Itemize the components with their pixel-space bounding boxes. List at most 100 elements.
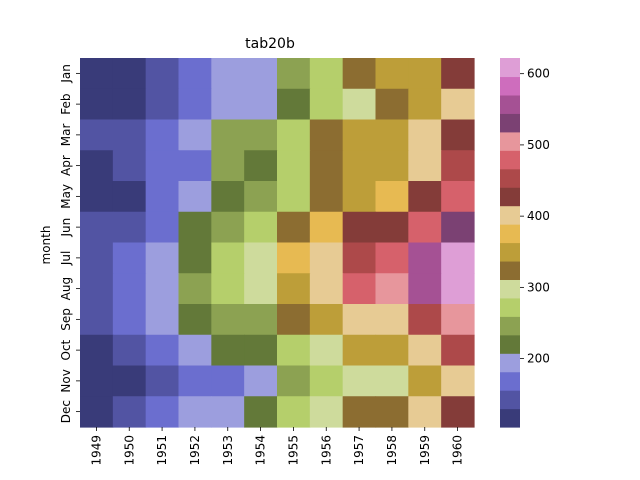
heatmap-cell [342,211,377,244]
heatmap-cell [211,58,245,90]
heatmap-cell [342,150,377,182]
colorbar-segment [500,113,520,133]
heatmap-cell [145,365,180,397]
y-axis-label: month [39,226,53,265]
heatmap-cell [342,365,377,397]
heatmap-cell [244,396,278,428]
heatmap-cell [80,181,114,213]
colorbar-segment [500,168,520,188]
chart-title: tab20b [245,36,295,52]
heatmap-cell [244,334,278,367]
heatmap-cell [80,365,114,397]
x-tick-label: 1955 [286,435,300,466]
heatmap-cell [211,181,245,213]
heatmap-cell [145,396,180,428]
colorbar-segment [500,187,520,207]
colorbar-tick-label: 200 [527,352,550,366]
heatmap-cell [244,88,278,121]
colorbar-segment [500,58,520,78]
y-tick-label: Oct [59,339,73,360]
heatmap-cell [178,396,212,428]
heatmap-cell [375,58,409,90]
heatmap-cell [244,365,278,397]
x-tick-label: 1953 [221,435,235,466]
colorbar-segment [500,242,520,262]
x-tick-label: 1951 [155,435,169,466]
heatmap-cell [375,181,409,213]
x-tick-label: 1949 [89,435,103,466]
x-tick-label: 1959 [418,435,432,466]
heatmap-cell [211,242,245,274]
heatmap-cell [178,119,212,151]
heatmap-cell [309,304,344,336]
heatmap-cell [80,150,114,182]
heatmap-cell [244,242,278,274]
y-tick-label: May [59,184,73,209]
heatmap-cell [375,88,409,121]
heatmap-cell [408,334,442,367]
heatmap-cell [441,365,475,397]
heatmap-cells [80,58,475,428]
heatmap-cell [277,181,311,213]
heatmap-cell [145,58,180,90]
heatmap-cell [277,211,311,244]
x-tick-label: 1952 [188,435,202,466]
heatmap-cell [112,304,147,336]
heatmap-cell [309,88,344,121]
heatmap-cell [80,119,114,151]
colorbar-segment [500,260,520,280]
y-tick-label: Jun [59,218,73,238]
x-tick-label: 1958 [385,435,399,466]
heatmap-cell [441,181,475,213]
heatmap-cell [441,58,475,90]
heatmap-cell [80,58,114,90]
y-tick-label: Mar [59,123,73,146]
heatmap-cell [375,211,409,244]
heatmap-cell [441,273,475,305]
heatmap-cell [342,88,377,121]
heatmap-cell [145,119,180,151]
x-tick-label: 1950 [122,435,136,466]
heatmap-cell [244,58,278,90]
colorbar-segment [500,297,520,317]
heatmap-cell [112,88,147,121]
heatmap-cell [145,304,180,336]
heatmap-cell [112,365,147,397]
heatmap-cell [441,396,475,428]
heatmap-cell [375,365,409,397]
heatmap-cell [80,88,114,121]
heatmap-cell [441,242,475,274]
heatmap-cell [375,273,409,305]
heatmap-cell [375,119,409,151]
heatmap-cell [441,304,475,336]
heatmap-cell [80,396,114,428]
heatmap-cell [145,88,180,121]
heatmap-cell [211,88,245,121]
heatmap-cell [277,304,311,336]
heatmap-cell [244,304,278,336]
heatmap-cell [112,211,147,244]
heatmap-cell [145,273,180,305]
heatmap-cell [408,181,442,213]
heatmap-cell [178,58,212,90]
heatmap-cell [441,334,475,367]
heatmap-cell [211,396,245,428]
colorbar-segment [500,408,520,428]
heatmap-cell [408,365,442,397]
heatmap-cell [309,181,344,213]
heatmap-cell [244,181,278,213]
heatmap-cell [309,119,344,151]
heatmap-cell [309,334,344,367]
heatmap-cell [178,273,212,305]
y-tick-label: Jan [59,64,73,84]
heatmap-cell [178,88,212,121]
heatmap-cell [342,273,377,305]
heatmap-cell [408,211,442,244]
heatmap-cell [145,211,180,244]
heatmap-cell [277,396,311,428]
y-tick-label: Feb [59,94,73,115]
heatmap-cell [342,242,377,274]
heatmap-cell [408,273,442,305]
heatmap-cell [112,150,147,182]
